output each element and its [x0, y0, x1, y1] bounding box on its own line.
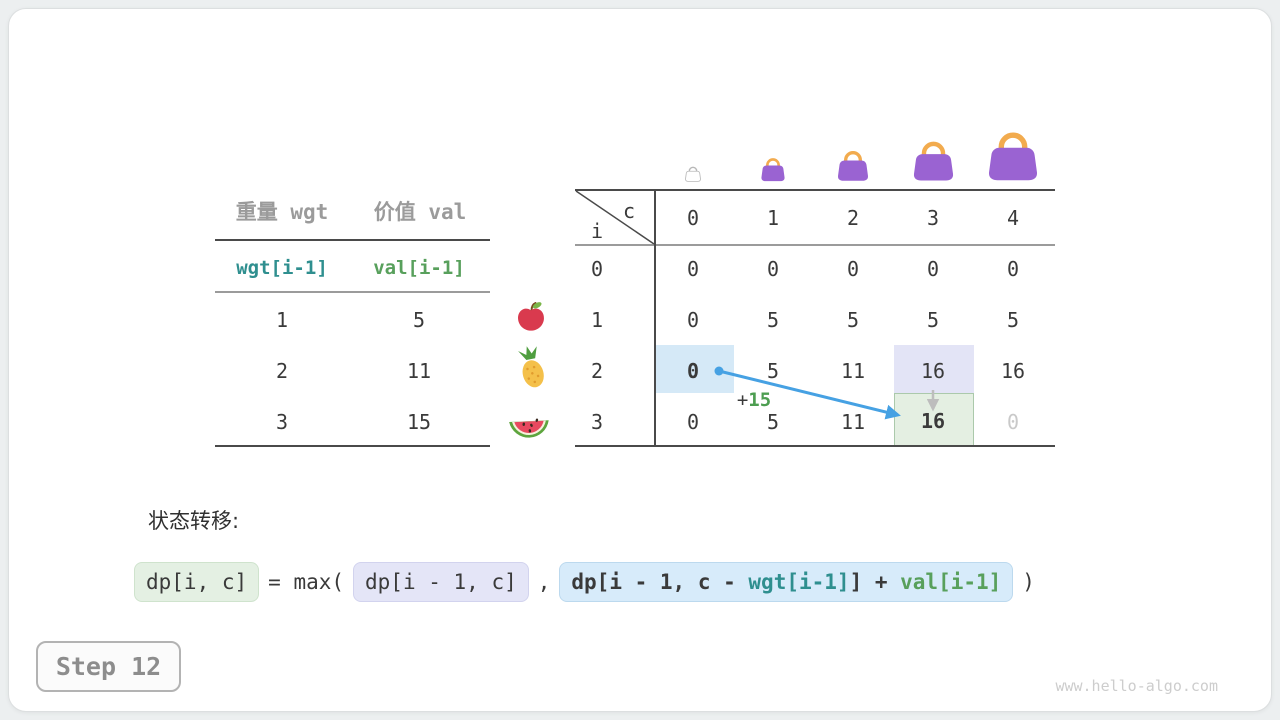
dp-cell-2-1: 5	[766, 359, 780, 383]
item-weight: 3	[275, 410, 289, 434]
dp-table-rule-top	[575, 189, 1055, 191]
dp-cell-0-3: 0	[926, 257, 940, 281]
dp-col-label: 4	[1006, 206, 1020, 230]
formula-arg2-bracket: ] +	[849, 570, 901, 594]
dp-cell-2-2: 11	[840, 359, 866, 383]
gain-operator: +	[736, 389, 749, 411]
dp-col-label: 1	[766, 206, 780, 230]
transition-formula: dp[i, c] = max( dp[i - 1, c] , dp[i - 1,…	[134, 560, 1044, 604]
dp-row-label: 0	[590, 257, 604, 281]
watermelon-icon	[509, 418, 549, 438]
dp-table-rule-vertical	[654, 189, 656, 447]
item-weight: 2	[275, 359, 289, 383]
items-table-rule-mid	[215, 291, 490, 293]
items-table-rule-top	[215, 239, 490, 241]
gain-annotation: +15	[737, 389, 771, 411]
item-value: 5	[412, 308, 426, 332]
item-weight: 1	[275, 308, 289, 332]
pineapple-icon	[518, 346, 544, 388]
items-table-rule-bottom	[215, 445, 490, 447]
items-index-value: val[i-1]	[373, 257, 465, 279]
dp-table-rule-header	[575, 244, 1055, 246]
bag-capacity-4-icon	[984, 128, 1042, 182]
dp-cell-3-2: 11	[840, 410, 866, 434]
formula-arg2: dp[i - 1, c - wgt[i-1]] + val[i-1]	[559, 562, 1014, 602]
formula-arg1: dp[i - 1, c]	[353, 562, 529, 602]
bag-capacity-0-icon	[684, 166, 702, 182]
gain-value: 15	[748, 389, 772, 411]
apple-icon	[518, 302, 544, 331]
step-badge: Step 12	[36, 641, 181, 692]
dp-cell-3-3-current: 16	[920, 409, 946, 433]
watermark: www.hello-algo.com	[1055, 677, 1218, 695]
figure-card	[8, 8, 1272, 712]
bag-capacity-2-icon	[836, 150, 870, 182]
dp-cell-1-0: 0	[686, 308, 700, 332]
item-value: 15	[406, 410, 432, 434]
dp-row-label: 1	[590, 308, 604, 332]
bag-capacity-1-icon	[760, 158, 786, 182]
items-header-weight: 重量 wgt	[235, 200, 329, 224]
dp-col-label: 3	[926, 206, 940, 230]
bag-capacity-3-icon	[910, 138, 957, 182]
items-header-value: 价值 val	[373, 200, 467, 224]
dp-cell-3-4-pending: 0	[1006, 410, 1020, 434]
items-index-weight: wgt[i-1]	[236, 257, 328, 279]
dp-cell-1-1: 5	[766, 308, 780, 332]
formula-arg2-wgt: wgt[i-1]	[748, 570, 850, 594]
dp-col-label: 0	[686, 206, 700, 230]
dp-cell-0-1: 0	[766, 257, 780, 281]
formula-close-paren: )	[1022, 570, 1035, 594]
dp-row-label: 2	[590, 359, 604, 383]
dp-corner-col-var: c	[622, 199, 636, 223]
dp-row-label: 3	[590, 410, 604, 434]
dp-cell-3-1: 5	[766, 410, 780, 434]
dp-col-label: 2	[846, 206, 860, 230]
formula-arg2-dp: dp[i - 1, c -	[571, 570, 749, 594]
highlight-prev-cell	[894, 345, 974, 393]
item-value: 11	[406, 359, 432, 383]
formula-eq-max: = max(	[268, 570, 345, 594]
dp-cell-2-3-prev: 16	[920, 359, 946, 383]
dp-cell-3-0: 0	[686, 410, 700, 434]
formula-comma: ,	[537, 570, 551, 594]
transition-label: 状态转移:	[148, 509, 240, 533]
dp-corner-row-var: i	[590, 219, 604, 243]
dp-cell-2-0-source: 0	[686, 359, 700, 383]
dp-cell-2-4: 16	[1000, 359, 1026, 383]
dp-cell-1-3: 5	[926, 308, 940, 332]
dp-cell-1-2: 5	[846, 308, 860, 332]
formula-lhs: dp[i, c]	[134, 562, 260, 602]
dp-cell-0-4: 0	[1006, 257, 1020, 281]
dp-cell-1-4: 5	[1006, 308, 1020, 332]
dp-table-rule-bottom	[575, 445, 1055, 447]
dp-cell-0-2: 0	[846, 257, 860, 281]
formula-arg2-val: val[i-1]	[900, 570, 1002, 594]
dp-cell-0-0: 0	[686, 257, 700, 281]
